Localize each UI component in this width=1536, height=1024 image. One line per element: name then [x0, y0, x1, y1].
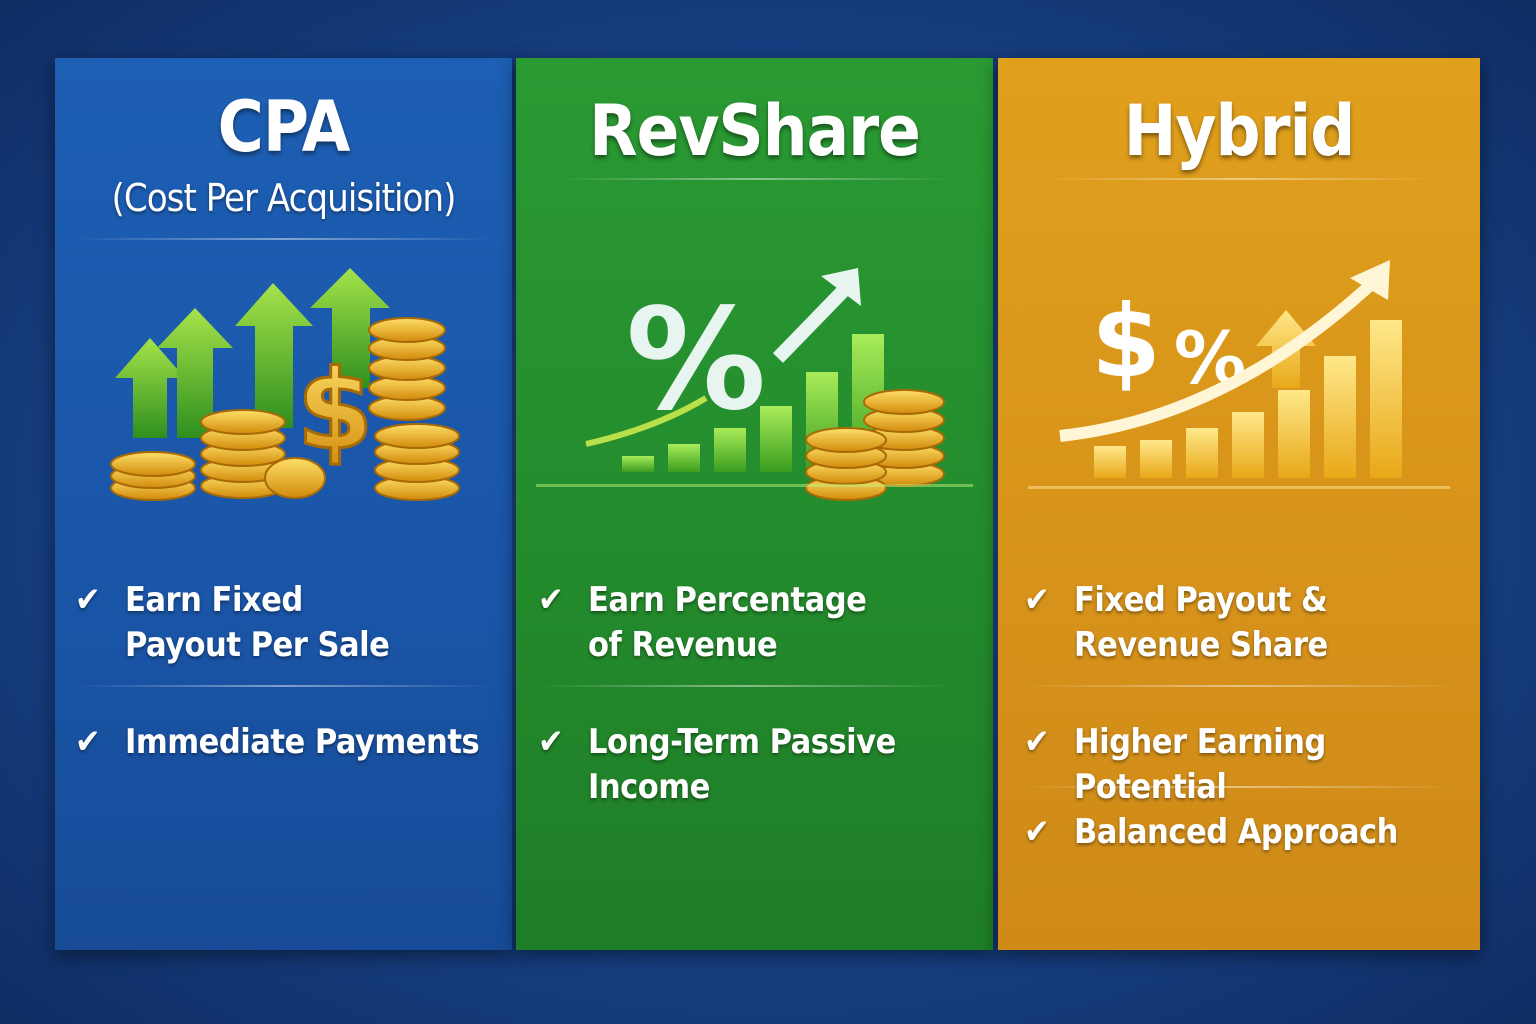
check-icon: ✔ — [75, 580, 101, 620]
list-item: ✔ Earn Percentage of Revenue — [538, 578, 888, 668]
svg-text:$: $ — [297, 346, 374, 474]
revshare-panel: RevShare % ✔ Earn Percentage of Revenue ✔… — [516, 58, 993, 950]
svg-text:$: $ — [1091, 283, 1161, 400]
revshare-title: RevShare — [589, 90, 921, 172]
check-icon: ✔ — [1024, 722, 1050, 762]
cpa-title: CPA — [217, 86, 351, 168]
divider — [536, 685, 953, 687]
check-icon: ✔ — [538, 580, 564, 620]
hybrid-title: Hybrid — [1123, 90, 1356, 172]
check-icon: ✔ — [538, 722, 564, 762]
list-item: ✔ Fixed Payout & Revenue Share — [1024, 578, 1374, 668]
list-item: ✔ Higher Earning Potential — [1024, 720, 1480, 810]
list-item: ✔ Long-Term Passive Income — [538, 720, 898, 810]
cpa-subtitle: (Cost Per Acquisition) — [111, 176, 457, 220]
divider — [1018, 786, 1460, 788]
check-icon: ✔ — [75, 722, 101, 762]
hybrid-panel: Hybrid $ % ✔ Fixed Payout & Revenue Share… — [998, 58, 1480, 950]
divider — [75, 685, 492, 687]
divider — [556, 178, 953, 180]
cpa-panel: CPA (Cost Per Acquisition) $ ✔ Earn Fixed… — [55, 58, 512, 950]
list-item: ✔ Balanced Approach — [1024, 810, 1398, 855]
list-item: ✔ Earn Fixed Payout Per Sale — [75, 578, 425, 668]
check-icon: ✔ — [1024, 580, 1050, 620]
coins-arrows-icon: $ — [110, 268, 460, 501]
list-item: ✔ Immediate Payments — [75, 720, 480, 765]
check-icon: ✔ — [1024, 812, 1050, 852]
dollar-percent-chart-icon: $ % — [1028, 260, 1450, 489]
divider — [1038, 178, 1440, 180]
percent-chart-icon: % — [536, 268, 973, 501]
svg-text:%: % — [626, 279, 766, 442]
divider — [1018, 685, 1460, 687]
divider — [75, 238, 492, 240]
